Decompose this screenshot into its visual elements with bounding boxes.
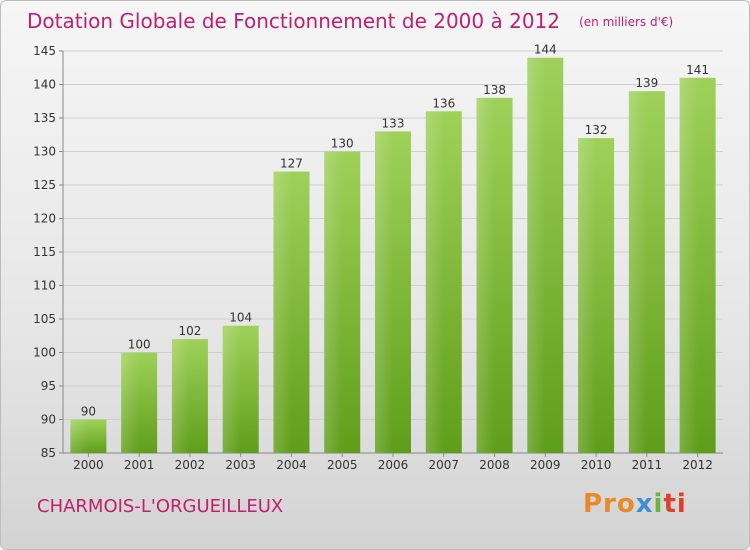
x-tick-label: 2002 <box>175 458 206 472</box>
y-tick-label: 145 <box>33 44 56 58</box>
label-layer: 90 100 102 104 127 130 133 136 138 144 132 139 141 <box>81 43 709 419</box>
bar-highlight <box>121 352 140 453</box>
data-label: 102 <box>178 324 201 338</box>
bar-highlight <box>425 111 444 454</box>
title-row: Dotation Globale de Fonctionnement de 20… <box>27 9 673 33</box>
data-label: 141 <box>686 63 709 77</box>
proxiti-logo: Proxiti <box>583 489 687 519</box>
y-tick-label: 90 <box>41 413 56 427</box>
axis-layer: 85 90 95 100 105 110 115 120 125 130 135 140 145 2000… <box>33 44 723 472</box>
y-tick-label: 110 <box>33 279 56 293</box>
y-tick-label: 105 <box>33 312 56 326</box>
x-tick-label: 2012 <box>682 458 713 472</box>
data-label: 90 <box>81 405 96 419</box>
data-label: 133 <box>382 116 405 130</box>
x-tick-label: 2001 <box>124 458 155 472</box>
data-label: 104 <box>229 311 252 325</box>
y-tick-label: 95 <box>41 379 56 393</box>
y-tick-label: 85 <box>41 446 56 460</box>
data-label: 138 <box>483 83 506 97</box>
y-tick-label: 120 <box>33 212 56 226</box>
data-label: 139 <box>635 76 658 90</box>
x-tick-label: 2005 <box>327 458 358 472</box>
logo-part-2: x <box>635 489 654 519</box>
bar-highlight <box>375 131 393 453</box>
data-label: 144 <box>534 43 557 57</box>
x-tick-label: 2006 <box>378 458 409 472</box>
x-tick-label: 2003 <box>225 458 256 472</box>
y-tick-label: 135 <box>33 111 56 125</box>
bar-highlight <box>324 151 343 453</box>
x-tick-label: 2004 <box>276 458 307 472</box>
x-tick-label: 2007 <box>428 458 459 472</box>
data-label: 127 <box>280 157 303 171</box>
y-tick-label: 115 <box>33 245 56 259</box>
data-label: 130 <box>331 137 354 151</box>
bar-layer <box>70 57 716 454</box>
x-tick-label: 2011 <box>632 458 663 472</box>
y-tick-label: 100 <box>33 346 56 360</box>
data-label: 100 <box>128 338 151 352</box>
chart-unit: (en milliers d'€) <box>579 15 674 29</box>
data-label: 132 <box>585 123 608 137</box>
x-tick-label: 2000 <box>73 458 104 472</box>
bar-highlight <box>222 325 241 453</box>
logo-part-3: i <box>653 489 664 519</box>
x-tick-label: 2009 <box>530 458 561 472</box>
y-tick-label: 125 <box>33 178 56 192</box>
bar-highlight <box>527 57 546 453</box>
y-tick-label: 130 <box>33 145 56 159</box>
chart-title: Dotation Globale de Fonctionnement de 20… <box>27 9 560 33</box>
bar-highlight <box>628 91 647 453</box>
bar-highlight <box>171 339 190 453</box>
commune-name: CHARMOIS-L'ORGUEILLEUX <box>37 496 284 517</box>
x-tick-label: 2010 <box>581 458 612 472</box>
bar-highlight <box>273 171 292 453</box>
x-tick-label: 2008 <box>479 458 510 472</box>
bar-highlight <box>70 419 89 453</box>
logo-part-4: ti <box>663 489 687 519</box>
y-tick-label: 140 <box>33 78 56 92</box>
bar-highlight <box>679 77 698 454</box>
bar-highlight <box>578 138 597 453</box>
logo-part-1: Pro <box>583 489 636 519</box>
data-label: 136 <box>432 96 455 110</box>
bar-highlight <box>476 97 495 454</box>
